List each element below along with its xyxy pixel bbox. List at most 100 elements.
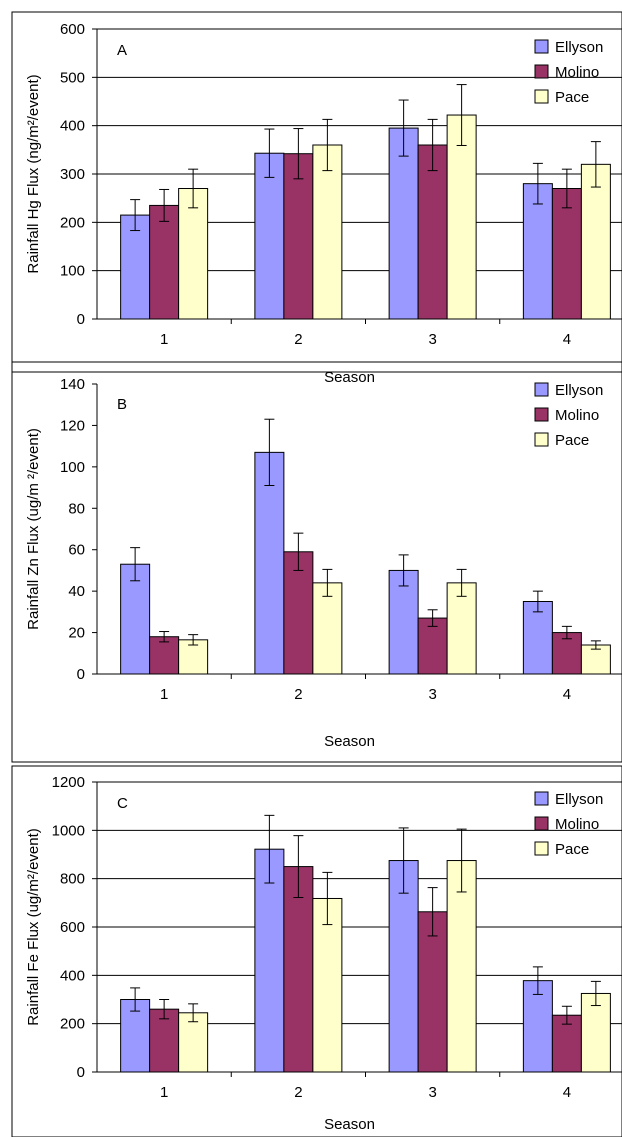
- error-bar: [188, 168, 199, 209]
- error-bar: [590, 640, 601, 650]
- bar-pace-season-4: [580, 992, 611, 1073]
- error-bar: [456, 568, 467, 597]
- y-tick-label: 200: [60, 214, 85, 231]
- x-axis-label: Season: [324, 1116, 375, 1133]
- y-tick-label: 0: [77, 1064, 85, 1081]
- legend-item-ellyson: Ellyson: [534, 39, 603, 56]
- bar-molino-season-3: [417, 144, 448, 320]
- y-axis-label: Rainfall Zn Flux (ug/m ²/event): [25, 428, 42, 630]
- legend-item-pace: Pace: [534, 89, 589, 106]
- error-bar: [264, 814, 275, 884]
- error-bar: [456, 84, 467, 146]
- error-bar: [398, 827, 409, 894]
- x-tick-label: 4: [563, 1084, 571, 1101]
- legend-item-molino: Molino: [534, 407, 599, 424]
- error-bar: [398, 554, 409, 587]
- legend-swatch: [534, 432, 549, 447]
- y-tick-label: 60: [68, 542, 85, 559]
- legend-swatch: [534, 841, 549, 856]
- error-bar: [293, 835, 304, 899]
- bar-pace-season-3: [446, 860, 477, 1073]
- x-tick-label: 4: [563, 686, 571, 703]
- y-axis-label: Rainfall Fe Flux (ug/m²/event): [25, 828, 42, 1026]
- x-tick-label: 1: [160, 686, 168, 703]
- y-tick-label: 200: [60, 1016, 85, 1033]
- bar-pace-season-3: [446, 114, 477, 320]
- error-bar: [532, 162, 543, 205]
- error-bar: [159, 188, 170, 222]
- y-tick-label: 400: [60, 118, 85, 135]
- error-bar: [561, 168, 572, 209]
- chart-panel-c: 0 200 400 600 800 1000 1200 1 2 3 4 C Season Rainfall…: [11, 765, 622, 1137]
- x-tick-label: 3: [428, 1084, 436, 1101]
- bar-ellyson-season-2: [254, 152, 285, 320]
- error-bar: [188, 634, 199, 646]
- bar-pace-season-1: [178, 188, 209, 320]
- y-tick-label: 120: [60, 417, 85, 434]
- bar-pace-season-4: [580, 163, 611, 320]
- error-bar: [398, 99, 409, 157]
- bar-molino-season-4: [551, 188, 582, 320]
- legend-label: Ellyson: [555, 39, 603, 56]
- panel-label: B: [117, 396, 127, 413]
- error-bar: [590, 980, 601, 1007]
- x-tick-label: 2: [294, 686, 302, 703]
- panel-label: C: [117, 795, 128, 812]
- bar-pace-season-2: [312, 144, 343, 320]
- y-tick-label: 100: [60, 459, 85, 476]
- x-tick-label: 2: [294, 331, 302, 348]
- bar-molino-season-1: [149, 204, 180, 320]
- y-tick-label: 800: [60, 871, 85, 888]
- x-tick-label: 4: [563, 331, 571, 348]
- bar-molino-season-4: [551, 632, 582, 675]
- error-bar: [293, 532, 304, 571]
- bar-ellyson-season-3: [388, 860, 419, 1073]
- legend-label: Pace: [555, 841, 589, 858]
- x-tick-label: 3: [428, 686, 436, 703]
- bar-pace-season-2: [312, 897, 343, 1073]
- legend-label: Pace: [555, 432, 589, 449]
- error-bar: [188, 1003, 199, 1023]
- legend-label: Ellyson: [555, 791, 603, 808]
- legend-item-ellyson: Ellyson: [534, 382, 603, 399]
- error-bar: [561, 625, 572, 640]
- error-bar: [293, 128, 304, 180]
- x-axis-label: Season: [324, 733, 375, 750]
- y-tick-label: 40: [68, 583, 85, 600]
- error-bar: [427, 609, 438, 627]
- bar-ellyson-season-4: [522, 601, 553, 675]
- y-tick-label: 20: [68, 625, 85, 642]
- y-tick-label: 80: [68, 500, 85, 517]
- y-axis-label: Rainfall Hg Flux (ng/m²/event): [25, 74, 42, 273]
- legend-swatch: [534, 791, 549, 806]
- x-tick-label: 2: [294, 1084, 302, 1101]
- error-bar: [322, 568, 333, 597]
- x-tick-label: 1: [160, 331, 168, 348]
- legend-item-pace: Pace: [534, 432, 589, 449]
- error-bar: [427, 887, 438, 937]
- error-bar: [264, 418, 275, 486]
- y-tick-label: 0: [77, 311, 85, 328]
- bar-pace-season-2: [312, 582, 343, 675]
- chart-frame: [11, 765, 622, 1137]
- error-bar: [130, 199, 141, 232]
- error-bar: [130, 547, 141, 582]
- error-bar: [130, 987, 141, 1012]
- bar-molino-season-2: [283, 866, 314, 1073]
- bar-molino-season-1: [149, 1008, 180, 1073]
- error-bar: [159, 631, 170, 643]
- x-tick-label: 3: [428, 331, 436, 348]
- y-tick-label: 400: [60, 967, 85, 984]
- legend-swatch: [534, 382, 549, 397]
- bar-ellyson-season-4: [522, 980, 553, 1073]
- bar-pace-season-4: [580, 644, 611, 675]
- chart-frame: [11, 361, 622, 763]
- y-tick-label: 1200: [52, 774, 85, 791]
- bar-ellyson-season-4: [522, 183, 553, 320]
- bar-ellyson-season-1: [120, 214, 151, 320]
- legend-label: Molino: [555, 816, 599, 833]
- y-tick-label: 0: [77, 666, 85, 683]
- error-bar: [322, 118, 333, 172]
- x-tick-label: 1: [160, 1084, 168, 1101]
